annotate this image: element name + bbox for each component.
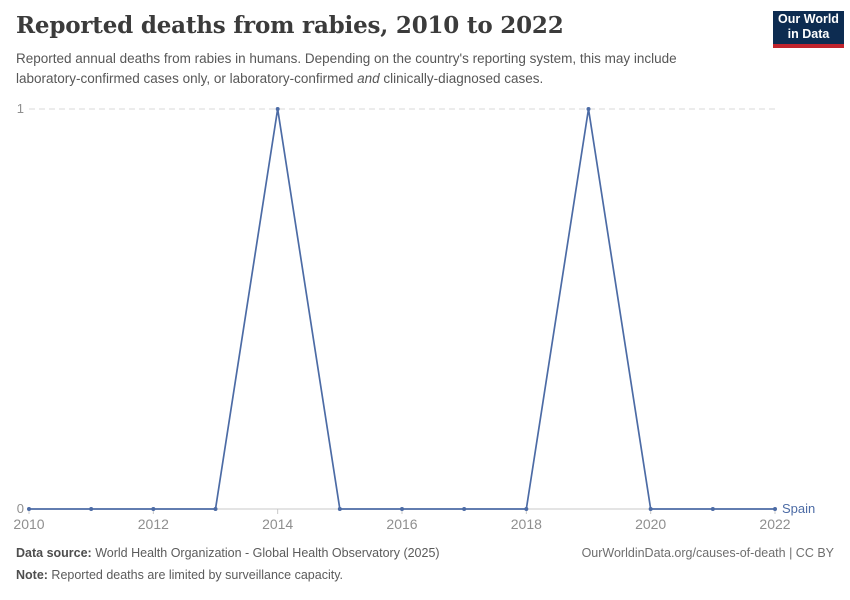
- owid-logo[interactable]: Our World in Data: [773, 11, 844, 48]
- x-tick-label: 2010: [13, 516, 45, 532]
- subtitle-text: Reported annual deaths from rabies in hu…: [16, 50, 677, 86]
- data-point[interactable]: [151, 507, 156, 511]
- data-source-label: Data source:: [16, 546, 92, 560]
- x-tick-label: 2018: [510, 516, 542, 532]
- data-point[interactable]: [524, 507, 529, 511]
- x-tick-label: 2020: [635, 516, 667, 532]
- data-point[interactable]: [773, 507, 777, 511]
- data-point[interactable]: [586, 107, 591, 111]
- data-line-spain[interactable]: [29, 108, 775, 510]
- data-point[interactable]: [710, 507, 715, 511]
- note-label: Note:: [16, 568, 48, 582]
- series-label-spain[interactable]: Spain: [782, 501, 816, 516]
- data-point[interactable]: [648, 507, 653, 511]
- y-tick-label: 1: [16, 101, 24, 116]
- line-chart[interactable]: 0 1 2010 2012 2014 2016 2018 2020 2022 Spain: [0, 95, 850, 545]
- chart-footer: Data source: World Health Organization -…: [16, 545, 834, 584]
- subtitle-text-end: clinically-diagnosed cases.: [379, 70, 544, 86]
- plot-area: [27, 107, 777, 514]
- data-point[interactable]: [337, 507, 342, 511]
- y-tick-label: 0: [16, 501, 24, 516]
- data-point[interactable]: [89, 507, 94, 511]
- x-tick-label: 2022: [759, 516, 791, 532]
- page-title: Reported deaths from rabies, 2010 to 202…: [16, 12, 564, 39]
- data-point[interactable]: [400, 507, 404, 511]
- license-link[interactable]: OurWorldinData.org/causes-of-death | CC …: [581, 546, 834, 560]
- chart-subtitle: Reported annual deaths from rabies in hu…: [16, 49, 738, 90]
- owid-logo-line1: Our World: [778, 12, 839, 26]
- x-tick-label: 2012: [137, 516, 169, 532]
- note-line: Note: Reported deaths are limited by sur…: [16, 567, 834, 584]
- data-point[interactable]: [462, 507, 467, 511]
- owid-logo-line2: in Data: [787, 27, 830, 41]
- data-source-text: World Health Organization - Global Healt…: [91, 546, 440, 560]
- note-text: Reported deaths are limited by surveilla…: [47, 568, 344, 582]
- x-tick-label: 2016: [386, 516, 418, 532]
- x-tick-label: 2014: [262, 516, 294, 532]
- data-point[interactable]: [275, 107, 280, 111]
- subtitle-italic-word: and: [357, 70, 380, 86]
- data-source-line: Data source: World Health Organization -…: [16, 545, 440, 562]
- chart-header: Reported deaths from rabies, 2010 to 202…: [16, 12, 760, 89]
- data-point[interactable]: [27, 507, 31, 511]
- data-point[interactable]: [213, 507, 218, 511]
